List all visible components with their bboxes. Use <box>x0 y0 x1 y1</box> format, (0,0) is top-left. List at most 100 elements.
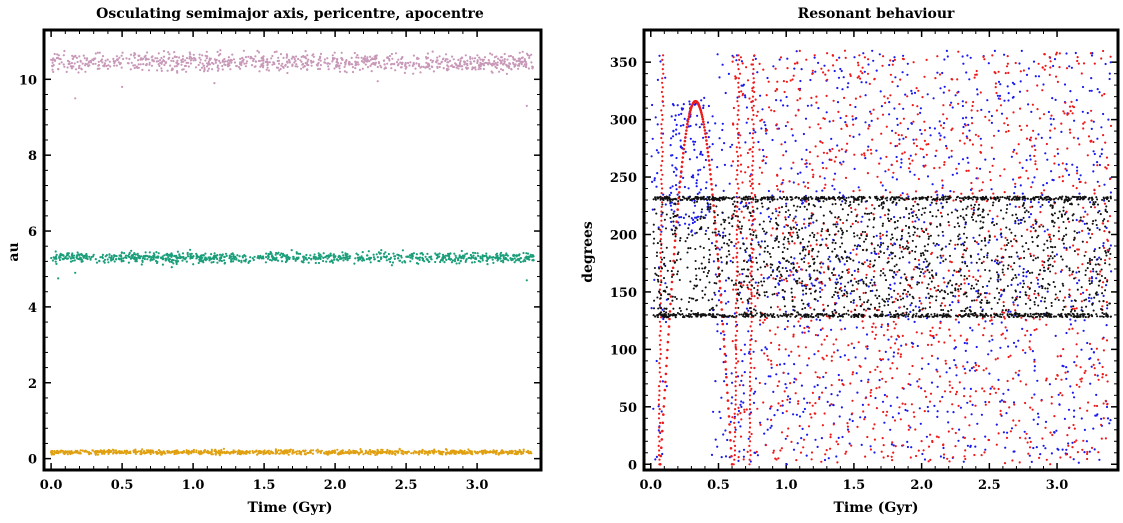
semimajor-axis-point <box>82 256 85 259</box>
pericentre-point <box>506 451 509 454</box>
resonant-angle-blue-point <box>802 410 805 413</box>
apocentre-point <box>102 64 105 67</box>
apocentre-point <box>362 58 365 61</box>
resonant-angle-blue-point <box>812 221 815 224</box>
semimajor-axis-point <box>161 255 164 258</box>
resonant-angle-blue-point <box>678 224 681 227</box>
pericentre-point <box>140 452 143 455</box>
resonant-angle-red-point <box>879 358 882 361</box>
resonant-angle-blue-point <box>714 122 717 125</box>
resonant-angle-red-point <box>1005 65 1009 68</box>
apocentre-point <box>129 53 133 56</box>
resonant-angle-red-point <box>899 246 902 249</box>
resonant-angle-blue-point <box>664 203 667 206</box>
resonant-angle-red-point <box>988 401 991 404</box>
resonant-angle-blue-point <box>810 282 813 285</box>
resonant-angle-blue-point <box>766 76 769 80</box>
pericentre-point <box>110 450 113 453</box>
resonant-angle-blue-point <box>1072 458 1075 461</box>
resonant-angle-red-point <box>929 392 933 395</box>
resonant-angle-blue-point <box>1051 178 1054 181</box>
semimajor-axis-point <box>444 256 447 259</box>
resonant-angle-blue-point <box>671 185 674 188</box>
resonant-angle-blue-point <box>839 116 842 120</box>
semimajor-axis-point <box>122 257 125 260</box>
resonant-angle-red-point <box>968 424 971 427</box>
resonant-angle-blue-point <box>716 323 719 326</box>
resonant-angle-blue-point <box>744 250 747 254</box>
x-axis-label: Time (Gyr) <box>247 500 332 516</box>
resonant-angle-blue-point <box>772 390 775 393</box>
resonant-angle-blue-point <box>987 241 990 244</box>
semimajor-axis-point <box>434 260 437 264</box>
resonant-angle-red-point <box>737 456 740 459</box>
semimajor-axis-point <box>280 260 284 263</box>
resonant-angle-blue-point <box>822 262 825 265</box>
semimajor-axis-point <box>339 255 342 258</box>
apocentre-point <box>81 62 84 65</box>
apocentre-point <box>388 54 392 58</box>
semimajor-axis-point <box>412 252 415 255</box>
semimajor-axis-point <box>435 257 438 260</box>
apocentre-point <box>523 58 526 61</box>
semimajor-axis-point <box>232 260 235 263</box>
apocentre-point <box>242 49 245 52</box>
apocentre-point <box>379 64 382 67</box>
resonant-angle-red-point <box>823 338 826 341</box>
resonant-angle-blue-point <box>772 65 775 68</box>
resonant-angle-red-point <box>1076 451 1079 454</box>
resonant-angle-blue-point <box>1065 331 1068 335</box>
semimajor-axis-point <box>85 252 88 256</box>
apocentre-point <box>54 59 57 63</box>
apocentre-point <box>365 58 369 61</box>
apocentre-point <box>239 57 242 61</box>
semimajor-axis-point <box>57 277 60 280</box>
resonant-angle-blue-point <box>778 363 782 366</box>
resonant-angle-blue-point <box>909 170 912 173</box>
resonant-angle-blue-point <box>716 166 719 169</box>
semimajor-axis-point <box>285 259 288 262</box>
pericentre-point <box>279 449 282 452</box>
resonant-angle-blue-point <box>794 139 797 142</box>
semimajor-axis-point <box>161 258 164 261</box>
semimajor-axis-point <box>518 258 521 261</box>
resonant-angle-red-point <box>948 460 951 463</box>
semimajor-axis-point <box>156 255 159 259</box>
resonant-angle-red-point <box>1086 457 1089 461</box>
apocentre-point <box>189 62 192 65</box>
resonant-angle-blue-point <box>801 201 805 204</box>
resonant-angle-blue-point <box>795 413 799 416</box>
semimajor-axis-point <box>486 259 489 262</box>
resonant-angle-blue-point <box>890 296 893 299</box>
resonant-angle-blue-point <box>675 128 678 131</box>
resonant-angle-blue-point <box>724 91 727 95</box>
resonant-angle-blue-point <box>936 410 939 413</box>
apocentre-point <box>390 62 394 66</box>
resonant-angle-red-point <box>1021 349 1025 352</box>
resonant-angle-blue-point <box>653 177 656 180</box>
pericentre-point <box>210 453 213 456</box>
pericentre-point <box>308 450 312 453</box>
apocentre-point <box>327 65 330 68</box>
resonant-angle-blue-point <box>1063 417 1066 420</box>
resonant-angle-blue-point <box>764 124 767 127</box>
resonant-angle-blue-point <box>966 342 969 345</box>
apocentre-point <box>500 56 503 59</box>
semimajor-axis-point <box>184 258 187 261</box>
resonant-angle-blue-point <box>672 224 675 227</box>
semimajor-axis-point <box>394 255 397 258</box>
resonant-angle-red-point <box>773 110 776 113</box>
apocentre-point <box>173 51 176 54</box>
resonant-angle-red-point <box>1097 451 1100 454</box>
apocentre-point <box>469 57 472 60</box>
resonant-angle-red-point <box>1045 323 1048 326</box>
pericentre-point <box>258 451 261 454</box>
apocentre-point <box>390 52 393 56</box>
resonant-angle-red-point <box>1068 328 1071 331</box>
resonant-angle-blue-point <box>921 452 924 456</box>
semimajor-axis-point <box>365 258 368 261</box>
resonant-angle-blue-point <box>793 67 796 70</box>
apocentre-point <box>137 66 140 69</box>
resonant-angle-blue-point <box>1042 83 1045 86</box>
resonant-angle-blue-point <box>1085 440 1088 443</box>
